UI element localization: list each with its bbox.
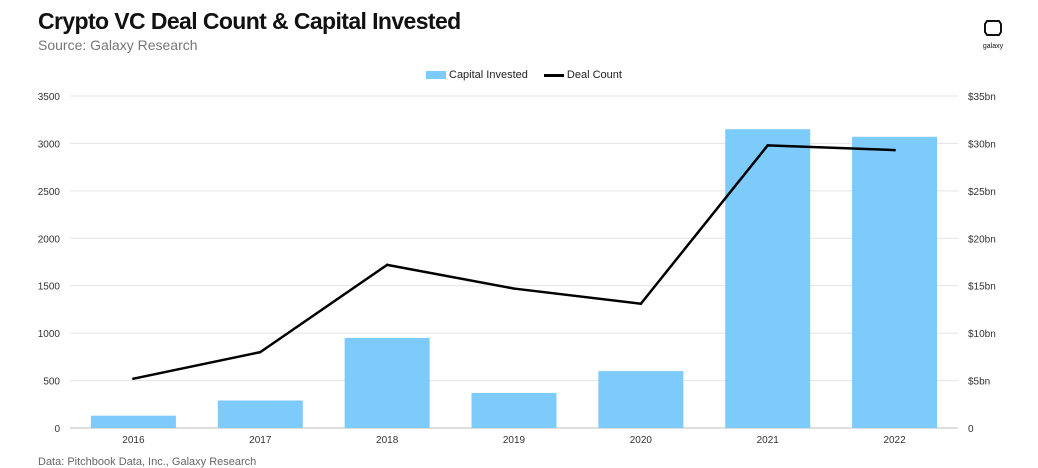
legend-label-deals: Deal Count	[566, 69, 622, 81]
y-left-tick-label: 3000	[38, 139, 61, 150]
bar	[598, 371, 684, 428]
y-left-tick-label: 500	[43, 377, 60, 388]
brand-logo: galaxy	[978, 18, 1008, 50]
deal-count-point	[132, 377, 135, 380]
x-tick-label: 2017	[249, 435, 272, 446]
y-left-tick-label: 3500	[38, 92, 61, 103]
bar	[90, 415, 176, 428]
legend-swatch-bar	[426, 71, 446, 79]
galaxy-logo-icon	[984, 20, 1002, 36]
legend-label-capital: Capital Invested	[449, 69, 528, 81]
bar	[344, 337, 430, 428]
x-tick-label: 2021	[757, 435, 780, 446]
brand-label: galaxy	[982, 43, 1004, 50]
y-left-tick-label: 0	[54, 424, 60, 435]
y-left-tick-label: 1000	[38, 329, 61, 340]
deal-count-point	[893, 148, 896, 152]
source-note: Data: Pitchbook Data, Inc., Galaxy Resea…	[38, 456, 257, 468]
bar	[471, 392, 557, 428]
deal-count-point	[512, 287, 516, 290]
bar	[852, 136, 938, 428]
legend-item-deals: Deal Count	[543, 69, 622, 81]
deal-count-point	[766, 144, 770, 147]
x-tick-label: 2019	[503, 435, 526, 446]
chart-title: Crypto VC Deal Count & Capital Invested	[38, 8, 461, 34]
y-right-tick-label: $10bn	[968, 329, 996, 340]
legend-item-capital: Capital Invested	[426, 69, 528, 81]
y-left-tick-label: 2500	[38, 187, 61, 198]
y-right-tick-label: $15bn	[968, 282, 996, 293]
x-tick-label: 2020	[630, 435, 653, 446]
deal-count-point	[385, 263, 389, 267]
bar	[725, 129, 811, 428]
y-right-tick-label: $25bn	[968, 187, 996, 198]
legend-swatch-line	[543, 73, 564, 77]
chart-subtitle: Source: Galaxy Research	[38, 37, 198, 53]
y-left-tick-label: 1500	[38, 282, 61, 293]
y-right-tick-label: $35bn	[968, 92, 996, 103]
y-right-tick-label: 0	[968, 424, 974, 435]
chart-legend: Capital Invested Deal Count	[426, 68, 638, 82]
deal-count-point	[639, 302, 643, 306]
deal-count-point	[258, 350, 262, 354]
x-tick-label: 2016	[122, 435, 145, 446]
x-tick-label: 2018	[376, 435, 399, 446]
y-right-tick-label: $5bn	[968, 377, 990, 388]
bar	[217, 400, 303, 428]
x-tick-label: 2022	[883, 435, 906, 446]
y-right-tick-label: $30bn	[968, 139, 996, 150]
y-right-tick-label: $20bn	[968, 234, 996, 245]
y-left-tick-label: 2000	[38, 234, 61, 245]
